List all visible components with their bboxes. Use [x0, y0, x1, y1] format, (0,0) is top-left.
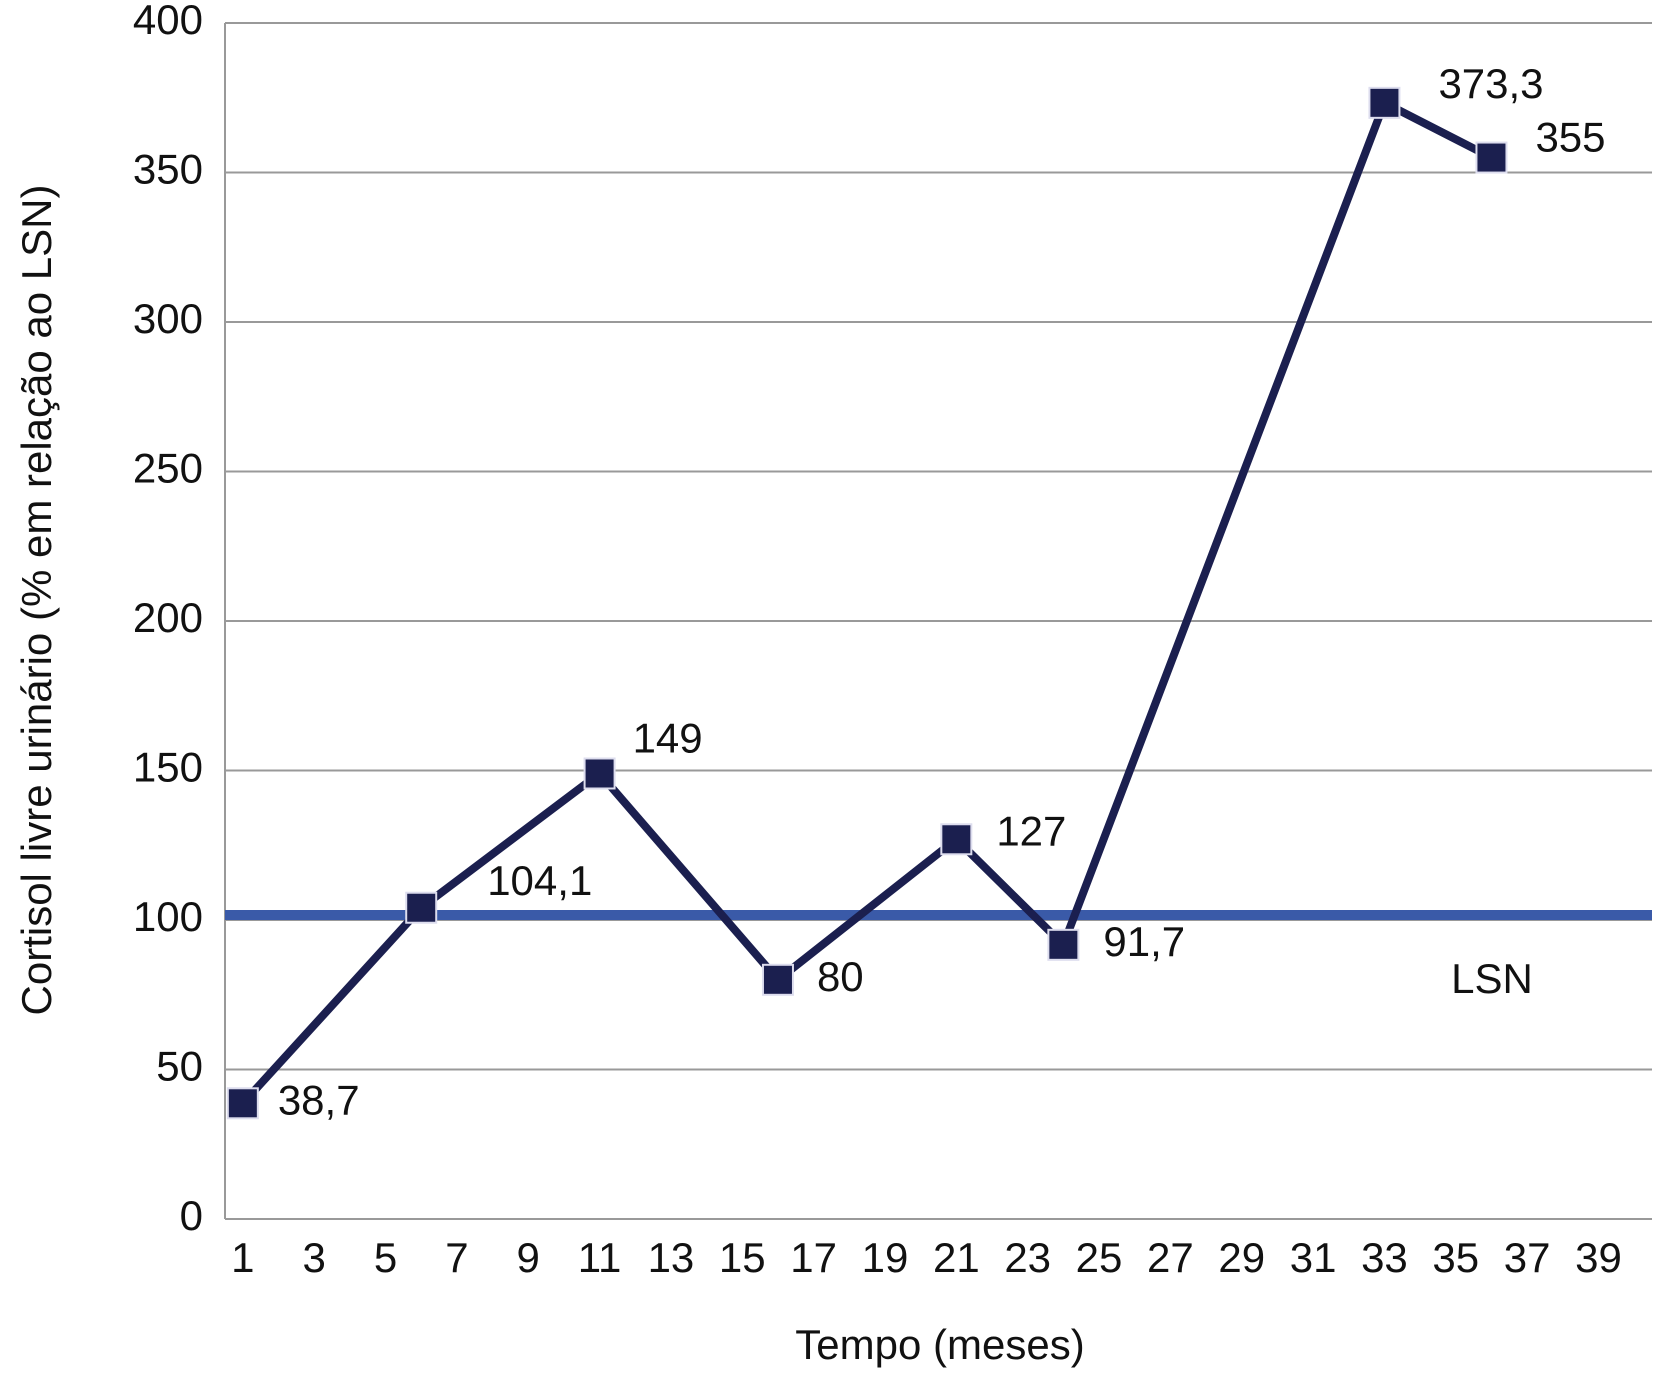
marker — [1047, 928, 1080, 961]
data-label: 91,7 — [1103, 918, 1185, 965]
data-label: 149 — [633, 715, 703, 762]
x-tick-label: 23 — [1004, 1234, 1051, 1281]
marker — [940, 823, 973, 856]
marker — [1475, 141, 1508, 174]
marker — [405, 891, 438, 924]
y-tick-label: 50 — [156, 1043, 203, 1090]
x-tick-label: 5 — [374, 1234, 397, 1281]
marker — [583, 757, 616, 790]
y-tick-label: 150 — [133, 744, 203, 791]
marker — [1368, 86, 1401, 119]
data-label: 80 — [817, 953, 864, 1000]
line — [239, 98, 1494, 1106]
y-tick-label: 300 — [133, 295, 203, 342]
x-tick-label: 35 — [1432, 1234, 1479, 1281]
x-tick-label: 15 — [719, 1234, 766, 1281]
x-tick-label: 19 — [862, 1234, 909, 1281]
marker — [226, 1087, 259, 1120]
y-tick-label: 0 — [180, 1192, 203, 1239]
x-tick-label: 7 — [445, 1234, 468, 1281]
x-tick-label: 29 — [1218, 1234, 1265, 1281]
y-tick-label: 100 — [133, 893, 203, 940]
data-label: 127 — [996, 807, 1066, 854]
x-tick-label: 21 — [933, 1234, 980, 1281]
x-tick-label: 11 — [578, 1234, 622, 1281]
y-tick-label: 400 — [133, 0, 203, 43]
x-tick-label: 33 — [1361, 1234, 1408, 1281]
x-tick-label: 3 — [303, 1234, 326, 1281]
data-label: 355 — [1535, 114, 1605, 161]
x-axis-label: Tempo (meses) — [795, 1321, 1084, 1368]
x-tick-label: 27 — [1147, 1234, 1194, 1281]
x-tick-label: 1 — [231, 1234, 254, 1281]
data-label: 104,1 — [487, 857, 592, 904]
reference-label: LSN — [1451, 955, 1533, 1002]
y-tick-label: 200 — [133, 594, 203, 641]
y-tick-label: 350 — [133, 146, 203, 193]
x-tick-label: 31 — [1290, 1234, 1337, 1281]
y-tick-label: 250 — [133, 445, 203, 492]
x-tick-label: 13 — [648, 1234, 695, 1281]
x-tick-label: 25 — [1076, 1234, 1123, 1281]
x-tick-label: 37 — [1504, 1234, 1551, 1281]
y-axis-label: Cortisol livre urinário (% em relação ao… — [13, 185, 60, 1016]
x-tick-label: 9 — [517, 1234, 540, 1281]
data-label: 373,3 — [1438, 60, 1543, 107]
x-tick-label: 17 — [790, 1234, 837, 1281]
marker — [761, 963, 794, 996]
data-label: 38,7 — [278, 1076, 360, 1123]
x-tick-label: 39 — [1575, 1234, 1622, 1281]
